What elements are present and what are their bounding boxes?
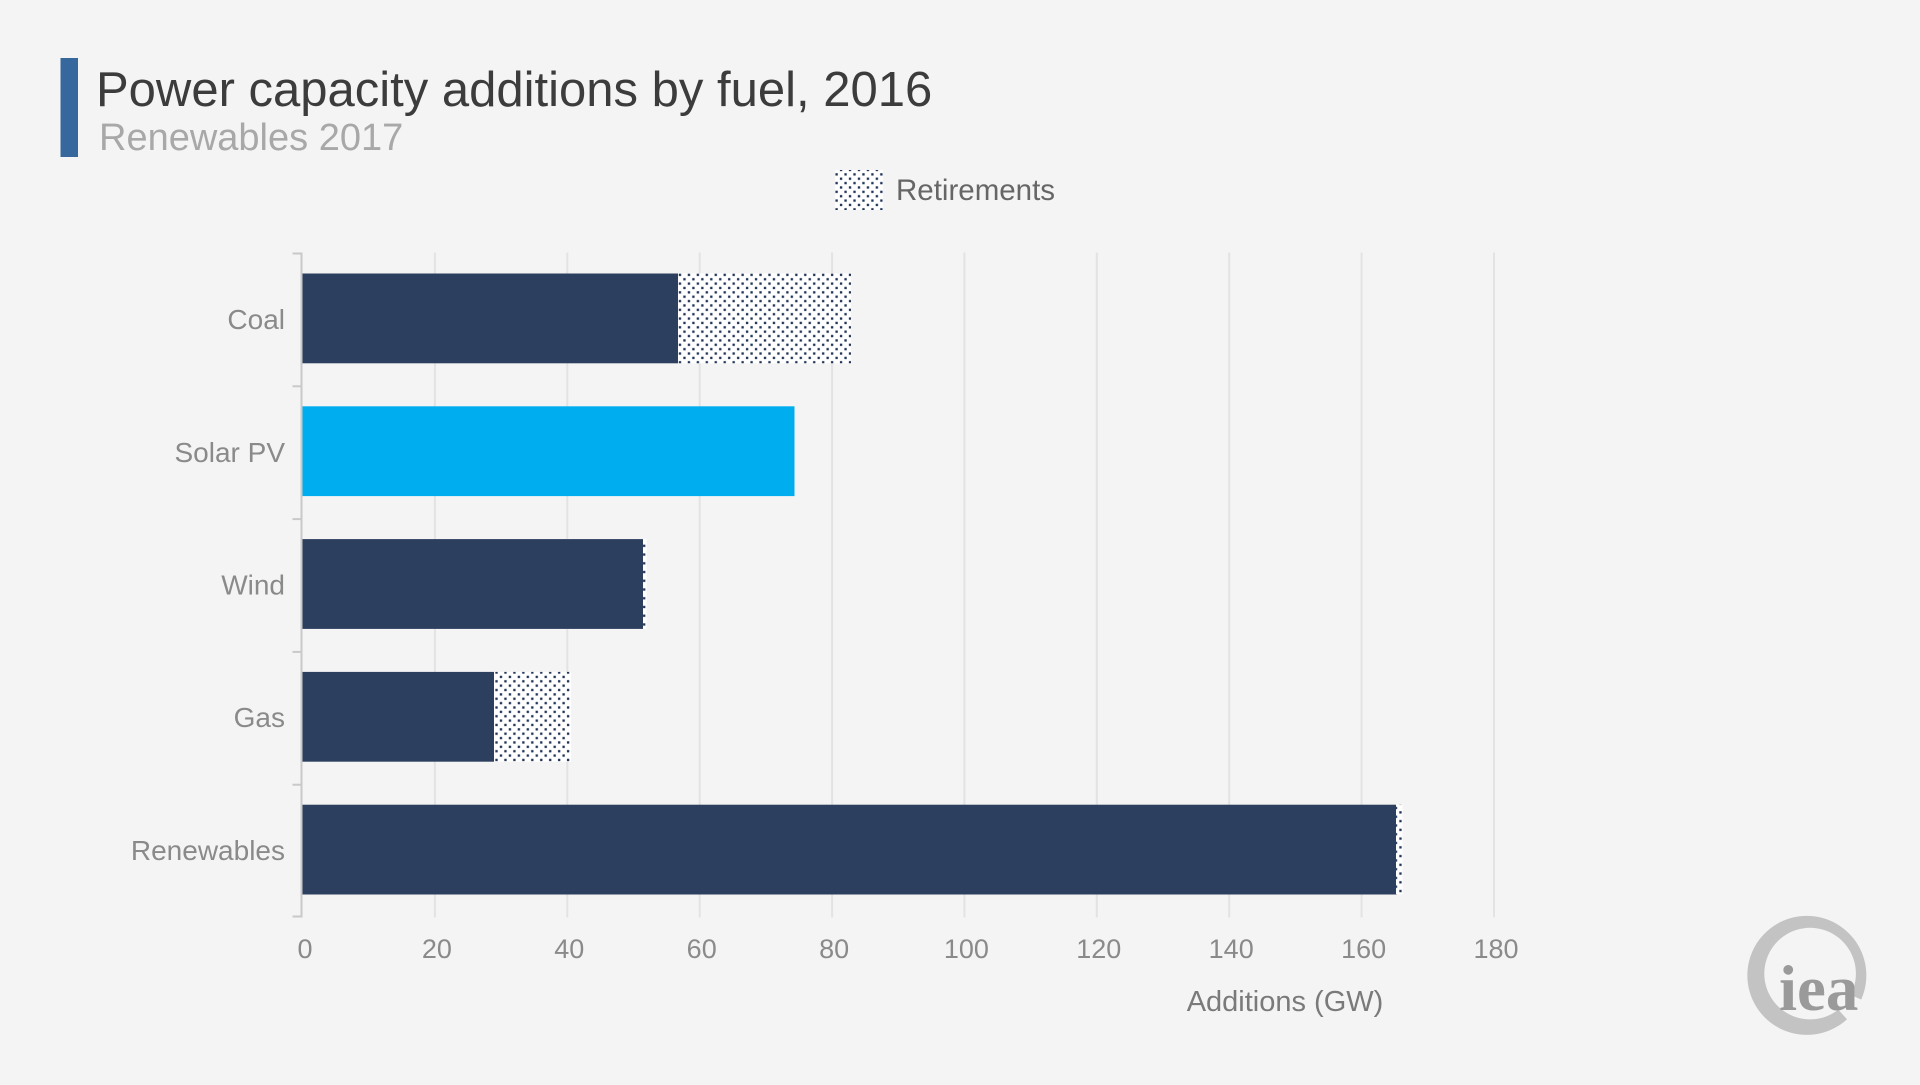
svg-text:180: 180 [1473, 934, 1518, 964]
svg-text:0: 0 [297, 934, 312, 964]
svg-text:Gas: Gas [234, 702, 285, 733]
svg-text:40: 40 [554, 934, 584, 964]
svg-text:80: 80 [819, 934, 849, 964]
svg-text:Wind: Wind [221, 570, 285, 601]
svg-text:Coal: Coal [227, 304, 285, 335]
svg-text:160: 160 [1341, 934, 1386, 964]
svg-text:120: 120 [1076, 934, 1121, 964]
svg-text:100: 100 [944, 934, 989, 964]
svg-text:Renewables 2017: Renewables 2017 [99, 117, 403, 159]
svg-text:iea: iea [1779, 953, 1858, 1025]
svg-text:Retirements: Retirements [896, 174, 1055, 207]
svg-text:20: 20 [422, 934, 452, 964]
svg-text:Solar PV: Solar PV [175, 437, 286, 468]
svg-text:60: 60 [687, 934, 717, 964]
svg-text:Renewables: Renewables [131, 835, 285, 866]
svg-text:140: 140 [1209, 934, 1254, 964]
svg-text:Power capacity additions by fu: Power capacity additions by fuel, 2016 [96, 63, 932, 117]
svg-text:Additions (GW): Additions (GW) [1187, 986, 1384, 1018]
